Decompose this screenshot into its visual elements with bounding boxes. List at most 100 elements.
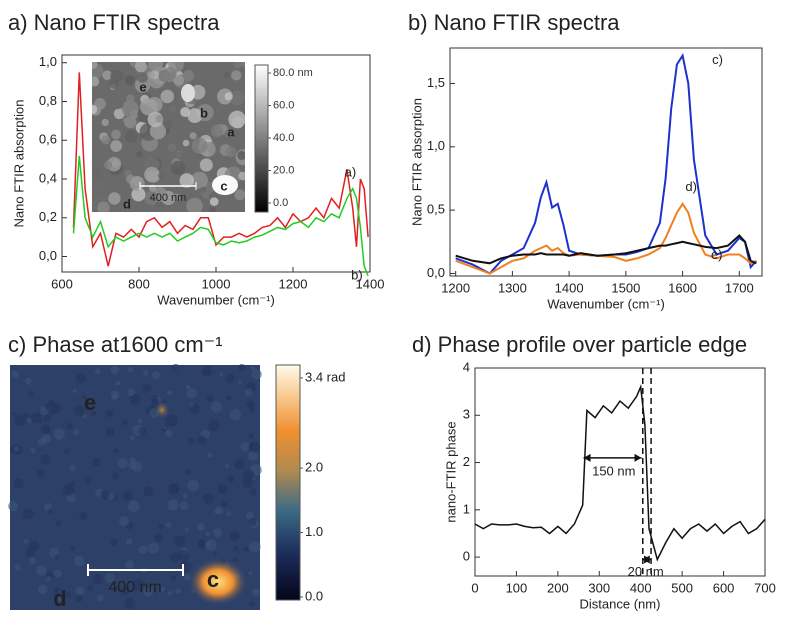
speckle	[37, 417, 43, 423]
grain	[143, 190, 159, 206]
grain	[101, 118, 109, 127]
speckle	[11, 370, 20, 378]
speckle	[203, 492, 215, 505]
grain	[238, 171, 245, 181]
y-tick-label: 0,0	[427, 265, 445, 280]
speckle	[142, 383, 152, 394]
speckle	[158, 523, 164, 529]
speckle	[177, 550, 189, 561]
speckle	[238, 363, 246, 372]
speckle	[197, 435, 207, 444]
grain	[234, 189, 245, 201]
grain	[163, 120, 173, 130]
speckle	[41, 434, 52, 444]
x-tick-label: 1300	[498, 280, 527, 295]
y-tick-label: 1	[463, 501, 470, 516]
speckle	[249, 488, 257, 496]
grain	[126, 94, 135, 103]
speckle	[129, 435, 135, 441]
grain	[136, 150, 143, 158]
speckle	[154, 533, 163, 542]
grain	[233, 62, 244, 69]
grain	[160, 89, 175, 104]
speckle	[217, 483, 228, 494]
grain	[92, 165, 103, 183]
grain	[189, 132, 197, 140]
speckle	[100, 490, 110, 500]
grain	[94, 98, 106, 110]
speckle	[220, 501, 228, 508]
grain	[225, 146, 237, 158]
grain	[155, 201, 165, 210]
speckle	[41, 424, 51, 435]
speckle	[23, 412, 29, 418]
speckle	[70, 546, 76, 552]
x-tick-label: 1200	[441, 280, 470, 295]
grain	[125, 130, 138, 143]
grain	[200, 186, 207, 193]
speckle	[242, 477, 253, 488]
speckle	[247, 450, 258, 461]
grain	[169, 106, 176, 113]
speckle	[248, 518, 257, 526]
speckle	[175, 588, 182, 594]
inset-label: d	[123, 196, 131, 211]
speckle	[186, 388, 197, 399]
y-tick-label: 0,8	[39, 93, 57, 108]
grain	[134, 62, 147, 73]
speckle	[246, 400, 255, 409]
phase-texture	[8, 363, 262, 609]
speckle	[110, 538, 118, 546]
y-tick-label: 2	[463, 454, 470, 469]
speckle	[64, 448, 70, 455]
inset-label: b	[200, 105, 208, 120]
colorbar	[254, 64, 269, 213]
speckle	[246, 511, 255, 520]
speckle	[26, 417, 33, 424]
speckle	[30, 447, 36, 454]
speckle	[170, 483, 180, 493]
speckle	[198, 539, 205, 546]
x-tick-label: 300	[588, 580, 610, 595]
speckle	[167, 590, 173, 596]
speckle	[92, 457, 101, 467]
series-line	[72, 72, 369, 267]
grain	[97, 201, 110, 212]
image-label: e	[84, 390, 96, 415]
speckle	[162, 417, 173, 429]
inset-label: a	[227, 124, 235, 139]
grain	[129, 175, 145, 191]
colorbar-label: 60.0	[273, 99, 294, 111]
dimension-label: 150 nm	[592, 463, 635, 478]
speckle	[237, 380, 243, 385]
inset-label: c	[220, 178, 227, 193]
scale-bar-label: 400 nm	[108, 579, 161, 596]
speckle	[125, 538, 133, 545]
grain	[173, 75, 185, 86]
grain	[182, 139, 190, 147]
speckle	[205, 542, 210, 547]
speckle	[184, 469, 191, 476]
speckle	[218, 372, 224, 377]
grain	[110, 69, 124, 83]
grain	[155, 114, 164, 123]
x-axis-label: Distance (nm)	[580, 596, 661, 611]
speckle	[229, 530, 241, 542]
grain	[140, 98, 158, 116]
grain	[171, 160, 186, 176]
series-annotation: e)	[711, 247, 723, 262]
speckle	[182, 493, 188, 499]
speckle	[243, 546, 249, 552]
grain	[92, 76, 100, 87]
speckle	[127, 388, 136, 396]
speckle	[167, 390, 173, 396]
speckle	[147, 542, 160, 554]
colorbar-label: 20.0	[273, 164, 294, 176]
speckle	[64, 591, 72, 599]
grain	[108, 192, 121, 205]
colorbar-label: 0.0	[273, 197, 288, 209]
grain	[124, 75, 135, 86]
grain	[92, 179, 102, 198]
grain	[179, 173, 194, 188]
speckle	[13, 477, 24, 489]
